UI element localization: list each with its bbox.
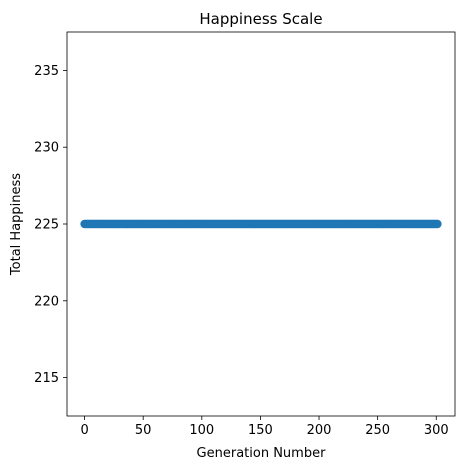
x-tick-label: 200 [307, 423, 332, 438]
x-axis-title: Generation Number [197, 446, 327, 461]
points-layer [80, 219, 442, 229]
y-tick-label: 230 [34, 141, 59, 156]
x-tick-label: 0 [80, 423, 88, 438]
y-tick-label: 215 [34, 371, 59, 386]
x-tick-label: 300 [424, 423, 449, 438]
y-tick-label: 220 [34, 294, 59, 309]
chart-title: Happiness Scale [199, 10, 322, 28]
y-tick-label: 235 [34, 64, 59, 79]
y-axis-title: Total Happiness [9, 173, 24, 276]
x-axis: 0 50 100 150 200 250 300 [80, 416, 449, 438]
x-tick-label: 250 [365, 423, 390, 438]
x-tick-label: 150 [248, 423, 273, 438]
x-tick-label: 50 [135, 423, 152, 438]
y-tick-label: 225 [34, 218, 59, 233]
x-tick-label: 100 [189, 423, 214, 438]
data-point [433, 219, 442, 229]
y-axis: 215 220 225 230 235 [34, 64, 67, 386]
